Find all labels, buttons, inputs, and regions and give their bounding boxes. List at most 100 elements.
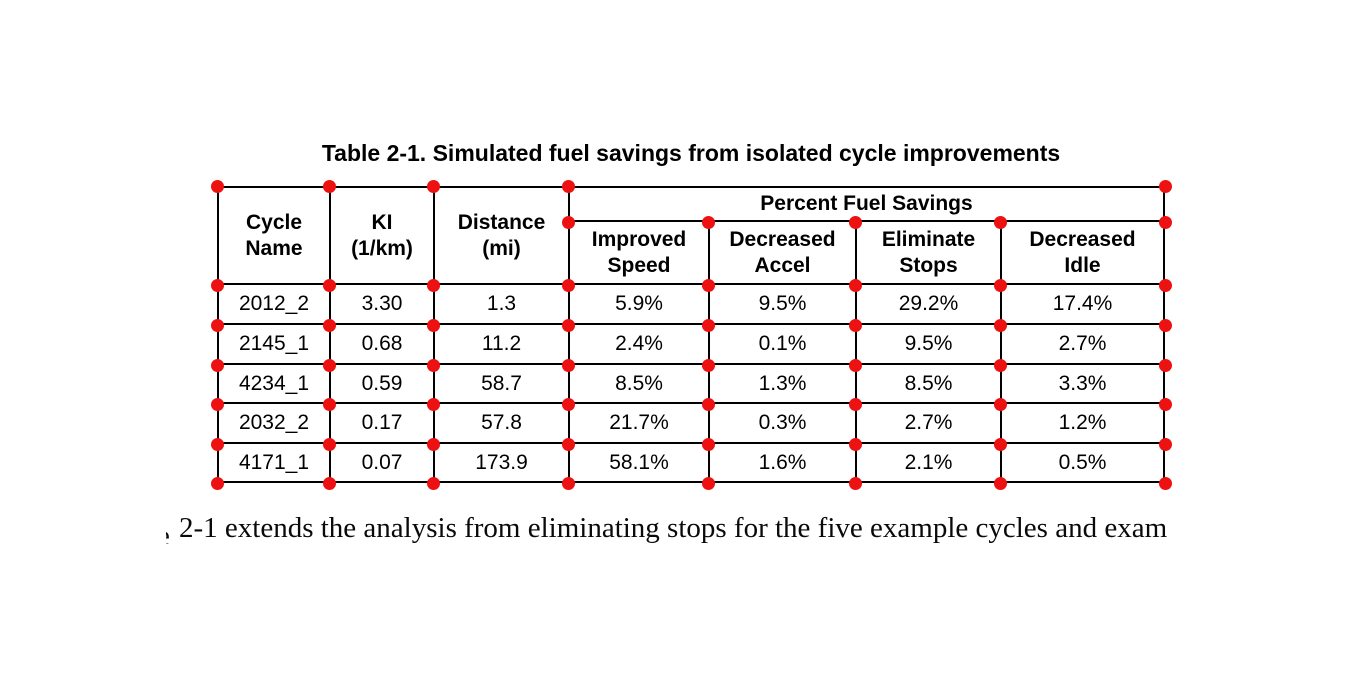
corner-dot xyxy=(848,358,862,372)
cell-r2-eliminate-stops: 8.5% xyxy=(857,365,1002,404)
clipped-char-glyph: e xyxy=(166,520,170,544)
cell-r0-ki: 3.30 xyxy=(331,285,435,325)
cell-r3-improved-speed: 21.7% xyxy=(570,404,710,444)
corner-dot xyxy=(848,278,862,292)
cell-r2-cycle: 4234_1 xyxy=(219,365,331,404)
clipped-char-fragment: e xyxy=(166,520,172,544)
corner-dot xyxy=(322,397,336,411)
corner-dot xyxy=(1158,437,1172,451)
cell-r1-cycle: 2145_1 xyxy=(219,325,331,365)
data-table: Cycle Name KI (1/km) Distance (mi) Perce… xyxy=(217,186,1165,483)
header-distance: Distance (mi) xyxy=(435,188,570,285)
cell-r3-ki: 0.17 xyxy=(331,404,435,444)
corner-dot xyxy=(210,179,224,193)
corner-dot xyxy=(210,437,224,451)
cell-r2-decreased-accel: 1.3% xyxy=(710,365,857,404)
cell-r4-cycle: 4171_1 xyxy=(219,444,331,481)
corner-dot xyxy=(701,215,715,229)
cell-r4-decreased-idle: 0.5% xyxy=(1058,450,1107,474)
corner-dot xyxy=(426,437,440,451)
table-title: Table 2-1. Simulated fuel savings from i… xyxy=(321,140,1061,166)
cell-r0-distance: 1.3 xyxy=(435,285,570,325)
body-text-line: 2-1 extends the analysis from eliminatin… xyxy=(179,512,1168,544)
corner-dot xyxy=(848,476,862,490)
cell-r4-eliminate-stops: 2.1% xyxy=(857,444,1002,481)
corner-dot xyxy=(561,179,575,193)
corner-dot xyxy=(848,397,862,411)
corner-dot xyxy=(210,358,224,372)
corner-dot xyxy=(426,397,440,411)
header-eliminate-stops: Eliminate Stops xyxy=(857,222,1002,285)
cell-r3-distance: 57.8 xyxy=(435,404,570,444)
cell-r2-distance: 58.7 xyxy=(435,365,570,404)
corner-dot xyxy=(210,318,224,332)
cell-r1-decreased-accel: 0.1% xyxy=(710,325,857,365)
cell-r3-eliminate-stops: 2.7% xyxy=(857,404,1002,444)
corner-dot xyxy=(210,278,224,292)
corner-dot xyxy=(322,278,336,292)
corner-dot xyxy=(210,476,224,490)
corner-dot xyxy=(701,476,715,490)
cell-r4-ki: 0.07 xyxy=(331,444,435,481)
cell-r1-decreased-idle: 2.7% xyxy=(1002,325,1163,365)
cell-r2-improved-speed: 8.5% xyxy=(570,365,710,404)
corner-dot xyxy=(426,179,440,193)
cell-r0-eliminate-stops: 29.2% xyxy=(857,285,1002,325)
corner-dot xyxy=(993,476,1007,490)
cell-r3-decreased-accel: 0.3% xyxy=(710,404,857,444)
cell-r0-decreased-idle: 17.4% xyxy=(1002,285,1163,325)
corner-dot xyxy=(561,215,575,229)
header-percent-fuel-savings: Percent Fuel Savings xyxy=(570,188,1163,222)
corner-dot xyxy=(322,437,336,451)
header-ki: KI (1/km) xyxy=(331,188,435,285)
header-decreased-accel: Decreased Accel xyxy=(710,222,857,285)
cell-r2-ki: 0.59 xyxy=(331,365,435,404)
corner-dot xyxy=(848,215,862,229)
cell-r1-improved-speed: 2.4% xyxy=(570,325,710,365)
corner-dot xyxy=(701,358,715,372)
cell-r0-improved-speed: 5.9% xyxy=(570,285,710,325)
corner-dot xyxy=(426,278,440,292)
cell-r0-cycle: 2012_2 xyxy=(219,285,331,325)
cell-r3-cycle: 2032_2 xyxy=(219,404,331,444)
corner-dot xyxy=(426,318,440,332)
header-decreased-idle: Decreased Idle xyxy=(1002,222,1163,285)
corner-dot xyxy=(322,179,336,193)
cell-r1-distance: 11.2 xyxy=(435,325,570,365)
corner-dot xyxy=(1158,278,1172,292)
corner-dot xyxy=(993,278,1007,292)
corner-dot xyxy=(561,318,575,332)
corner-dot xyxy=(993,397,1007,411)
corner-dot xyxy=(322,318,336,332)
header-improved-speed: Improved Speed xyxy=(570,222,710,285)
corner-dot xyxy=(993,358,1007,372)
corner-dot xyxy=(701,318,715,332)
corner-dot xyxy=(561,278,575,292)
cell-r3-decreased-idle: 1.2% xyxy=(1002,404,1163,444)
cell-r2-decreased-idle: 3.3% xyxy=(1002,365,1163,404)
header-cycle-name: Cycle Name xyxy=(219,188,331,285)
corner-dot xyxy=(993,437,1007,451)
corner-dot xyxy=(1158,318,1172,332)
corner-dot xyxy=(210,397,224,411)
corner-dot xyxy=(701,397,715,411)
cell-r1-ki: 0.68 xyxy=(331,325,435,365)
corner-dot xyxy=(322,358,336,372)
corner-dot xyxy=(1158,476,1172,490)
cell-r4-improved-speed: 58.1% xyxy=(570,444,710,481)
corner-dot xyxy=(848,437,862,451)
cell-r4-decreased-accel: 1.6% xyxy=(710,444,857,481)
corner-dot xyxy=(1158,179,1172,193)
corner-dot xyxy=(561,476,575,490)
corner-dot xyxy=(993,318,1007,332)
corner-dot xyxy=(701,437,715,451)
cell-r1-eliminate-stops: 9.5% xyxy=(857,325,1002,365)
cell-r0-decreased-accel: 9.5% xyxy=(710,285,857,325)
corner-dot xyxy=(701,278,715,292)
corner-dot xyxy=(1158,358,1172,372)
corner-dot xyxy=(993,215,1007,229)
corner-dot xyxy=(561,358,575,372)
cell-r4-distance: 173.9 xyxy=(435,444,570,481)
corner-dot xyxy=(426,476,440,490)
